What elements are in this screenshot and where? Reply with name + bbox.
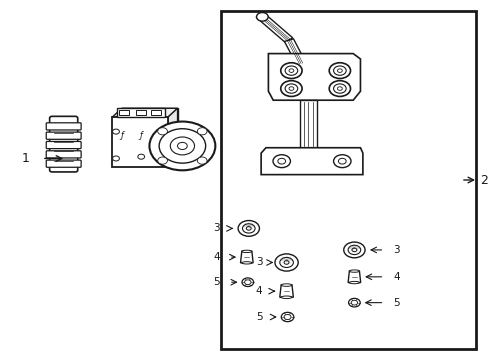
Text: 3: 3 (214, 224, 220, 233)
Circle shape (113, 156, 120, 161)
Circle shape (149, 122, 215, 170)
Text: 2: 2 (480, 174, 488, 186)
Circle shape (351, 300, 358, 305)
Circle shape (159, 129, 206, 163)
Circle shape (338, 87, 343, 90)
Circle shape (257, 13, 268, 21)
Circle shape (138, 154, 145, 159)
Text: 3: 3 (256, 257, 262, 267)
Text: 3: 3 (393, 245, 400, 255)
Circle shape (281, 312, 294, 321)
Circle shape (242, 278, 254, 287)
FancyBboxPatch shape (46, 151, 81, 158)
Text: 5: 5 (256, 312, 262, 322)
Polygon shape (269, 54, 361, 100)
Circle shape (285, 84, 298, 93)
Circle shape (289, 87, 294, 90)
Bar (112, 117, 168, 167)
Circle shape (171, 137, 195, 155)
Bar (151, 111, 161, 116)
Text: 4: 4 (256, 286, 262, 296)
Circle shape (334, 155, 351, 168)
Polygon shape (112, 108, 177, 117)
Circle shape (246, 226, 251, 230)
Polygon shape (241, 251, 253, 263)
Text: ƒ: ƒ (140, 131, 143, 140)
Circle shape (177, 142, 187, 149)
Circle shape (348, 245, 361, 255)
FancyBboxPatch shape (46, 123, 81, 130)
Polygon shape (280, 285, 294, 297)
Bar (300, 100, 317, 148)
Circle shape (334, 84, 346, 93)
FancyBboxPatch shape (49, 116, 78, 172)
Circle shape (238, 221, 259, 236)
Polygon shape (348, 271, 361, 283)
Text: ƒ: ƒ (121, 131, 123, 140)
Circle shape (281, 63, 302, 78)
Circle shape (338, 69, 343, 72)
Circle shape (348, 298, 360, 307)
Circle shape (289, 69, 294, 72)
Ellipse shape (242, 262, 252, 264)
Text: 4: 4 (393, 272, 400, 282)
Circle shape (158, 157, 168, 164)
Ellipse shape (349, 282, 360, 284)
Circle shape (352, 248, 357, 252)
Ellipse shape (349, 270, 360, 272)
Bar (221, 12, 475, 348)
Circle shape (329, 81, 350, 96)
Text: 4: 4 (214, 252, 220, 262)
FancyBboxPatch shape (46, 141, 81, 149)
Polygon shape (285, 39, 306, 65)
Text: 1: 1 (22, 152, 30, 165)
Polygon shape (122, 108, 177, 158)
Bar (136, 111, 146, 116)
Circle shape (344, 242, 365, 258)
Polygon shape (261, 148, 363, 175)
Circle shape (113, 129, 120, 134)
Circle shape (245, 280, 251, 284)
Polygon shape (256, 13, 293, 42)
Ellipse shape (281, 284, 292, 286)
Polygon shape (117, 108, 166, 117)
Circle shape (280, 257, 294, 267)
Ellipse shape (242, 250, 252, 252)
Circle shape (278, 158, 286, 164)
Text: 5: 5 (393, 298, 400, 308)
Circle shape (285, 66, 298, 75)
Circle shape (243, 224, 255, 233)
Circle shape (284, 261, 289, 264)
Ellipse shape (281, 296, 292, 298)
Circle shape (281, 81, 302, 96)
Circle shape (275, 254, 298, 271)
Circle shape (158, 128, 168, 135)
Bar (120, 111, 129, 116)
FancyBboxPatch shape (46, 132, 81, 139)
Circle shape (329, 63, 350, 78)
Polygon shape (168, 108, 177, 167)
Circle shape (334, 66, 346, 75)
Circle shape (284, 314, 291, 320)
Circle shape (273, 155, 291, 168)
FancyBboxPatch shape (46, 160, 81, 167)
Circle shape (197, 128, 207, 135)
Circle shape (339, 158, 346, 164)
Text: 5: 5 (214, 277, 220, 287)
Circle shape (197, 157, 207, 164)
